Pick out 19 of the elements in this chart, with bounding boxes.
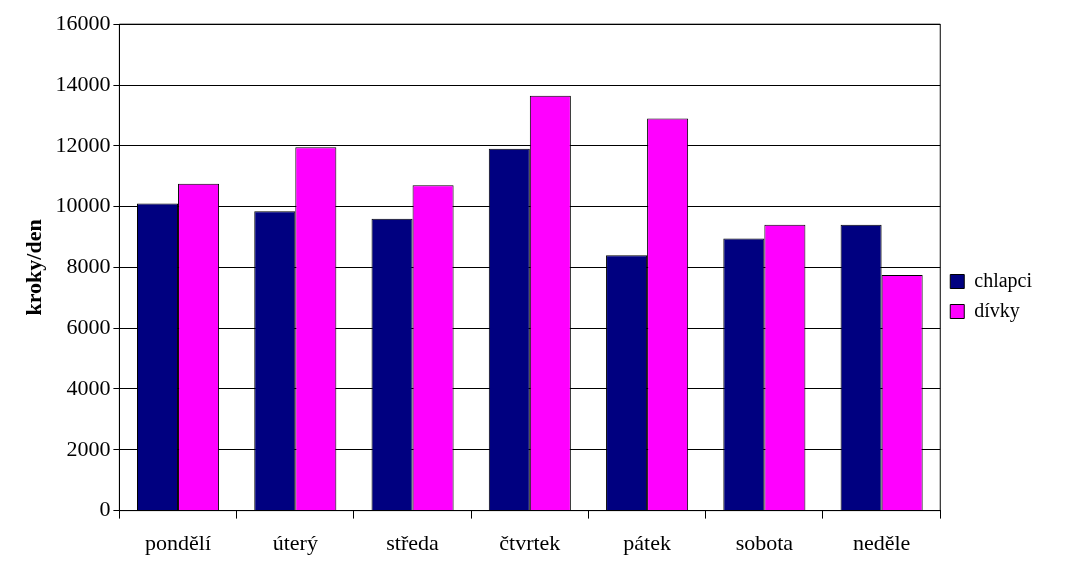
x-tick-label: sobota	[735, 529, 794, 555]
x-tick-label: úterý	[272, 529, 318, 555]
y-tick-label: 2000	[66, 435, 111, 461]
y-tick-label: 0	[99, 496, 111, 522]
x-tick-label: neděle	[852, 529, 911, 555]
y-axis-title: kroky/den	[20, 219, 46, 316]
y-tick-label: 6000	[66, 313, 111, 339]
x-tick-label: pondělí	[145, 529, 212, 555]
legend-label: dívky	[974, 298, 1020, 322]
y-tick-label: 16000	[55, 9, 111, 35]
x-tick-label: čtvrtek	[499, 529, 561, 555]
y-tick-label: 14000	[55, 70, 111, 96]
y-tick-label: 8000	[66, 253, 111, 279]
legend-label: chlapci	[974, 268, 1033, 292]
y-tick-label: 10000	[55, 192, 111, 218]
y-tick-label: 12000	[55, 131, 111, 157]
x-tick-label: středa	[386, 529, 440, 555]
y-tick-label: 4000	[66, 374, 111, 400]
x-tick-label: pátek	[623, 529, 671, 555]
